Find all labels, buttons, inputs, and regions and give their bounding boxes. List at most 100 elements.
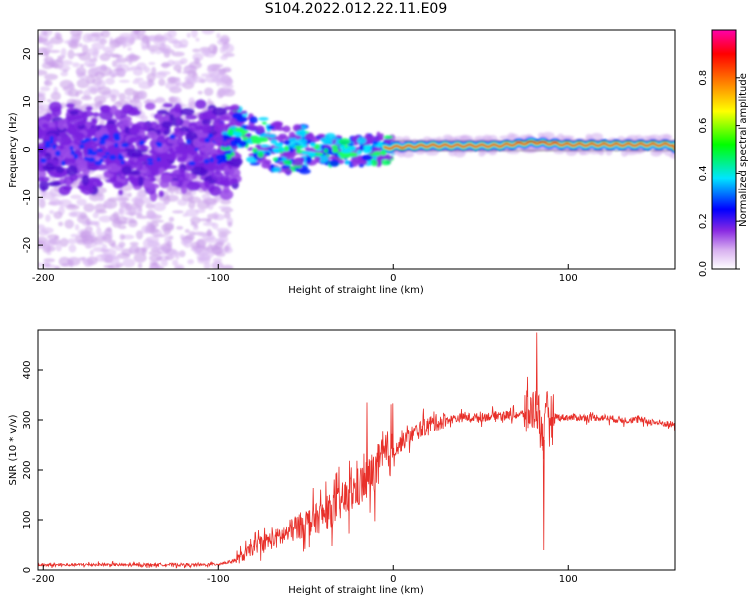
- noise-blob: [193, 223, 198, 228]
- snr-panel: -200 -100 0 100 0 100 200 300 400 Height of str…: [8, 329, 676, 596]
- noise-blob: [72, 100, 82, 106]
- halo-blob: [648, 134, 661, 141]
- energy-blob: [66, 165, 78, 177]
- energy-blob: [374, 151, 381, 157]
- energy-blob: [138, 176, 144, 187]
- noise-blob: [129, 248, 135, 253]
- noise-blob: [97, 86, 111, 96]
- energy-blob: [267, 134, 277, 139]
- noise-blob: [148, 61, 156, 66]
- noise-blob: [67, 88, 79, 98]
- energy-blob: [118, 189, 124, 196]
- noise-blob: [102, 233, 113, 243]
- noise-blob: [215, 252, 226, 257]
- noise-blob: [87, 47, 100, 56]
- noise-blob: [175, 266, 183, 269]
- energy-blob: [135, 160, 143, 171]
- bottom-y-axis-label: SNR (10 * v/v): [8, 414, 19, 485]
- energy-blob: [129, 169, 142, 176]
- energy-blob: [223, 142, 228, 148]
- noise-blob: [98, 100, 103, 107]
- noise-blob: [83, 203, 95, 213]
- energy-blob: [94, 164, 110, 171]
- noise-blob: [147, 45, 161, 52]
- noise-blob: [202, 221, 216, 227]
- energy-blob: [272, 157, 279, 162]
- noise-blob: [151, 219, 165, 223]
- x-tick-label: 0: [390, 574, 396, 585]
- noise-blob: [110, 242, 117, 249]
- halo-blob: [541, 131, 555, 140]
- energy-blob: [249, 116, 258, 124]
- noise-blob: [86, 256, 98, 266]
- noise-blob: [156, 96, 165, 104]
- noise-blob: [76, 68, 82, 79]
- energy-blob: [288, 137, 298, 145]
- noise-blob: [38, 198, 46, 209]
- energy-blob: [219, 189, 234, 200]
- noise-blob: [87, 85, 101, 93]
- noise-blob: [53, 211, 63, 219]
- noise-blob: [143, 66, 151, 73]
- noise-blob: [122, 40, 127, 49]
- colorbar-tick-label: 0.4: [698, 165, 709, 181]
- energy-blob: [215, 154, 227, 161]
- energy-blob: [295, 138, 308, 145]
- energy-blob: [278, 133, 287, 139]
- energy-blob: [57, 119, 66, 130]
- energy-blob: [170, 180, 179, 187]
- energy-blob: [173, 126, 182, 134]
- energy-blob: [304, 132, 315, 141]
- energy-blob: [380, 149, 387, 156]
- noise-blob: [161, 61, 170, 69]
- noise-blob: [58, 221, 64, 227]
- energy-blob: [298, 168, 311, 175]
- noise-blob: [42, 241, 50, 251]
- noise-blob: [135, 230, 144, 240]
- energy-blob: [73, 145, 80, 150]
- energy-blob: [301, 151, 313, 155]
- energy-blob: [113, 142, 119, 149]
- noise-blob: [108, 71, 119, 78]
- energy-blob: [282, 159, 292, 165]
- noise-blob: [76, 198, 87, 206]
- noise-blob: [143, 99, 157, 105]
- energy-blob: [41, 123, 50, 129]
- energy-blob: [113, 181, 124, 189]
- x-tick-label: 0: [390, 273, 396, 284]
- colorbar-label: Normalized spectral amplitude: [738, 73, 749, 227]
- noise-blob: [154, 72, 167, 79]
- energy-blob: [102, 133, 110, 140]
- energy-blob: [204, 137, 211, 142]
- energy-blob: [374, 136, 384, 142]
- y-tick-label: 20: [22, 48, 33, 61]
- noise-blob: [134, 77, 144, 82]
- top-x-axis-label: Height of straight line (km): [288, 285, 424, 296]
- energy-blob: [241, 110, 248, 114]
- energy-blob: [198, 112, 208, 121]
- halo-blob: [402, 150, 415, 158]
- noise-blob: [54, 265, 61, 269]
- noise-blob: [94, 71, 105, 80]
- energy-blob: [221, 131, 229, 136]
- halo-blob: [478, 150, 486, 157]
- noise-blob: [203, 87, 214, 96]
- energy-blob: [340, 148, 352, 154]
- energy-blob: [380, 159, 392, 166]
- noise-blob: [201, 48, 211, 57]
- energy-blob: [194, 99, 207, 110]
- energy-blob: [158, 190, 165, 198]
- energy-blob: [86, 148, 94, 152]
- noise-blob: [204, 236, 219, 244]
- noise-blob: [74, 224, 80, 231]
- noise-blob: [124, 87, 135, 96]
- y-tick-label: 0: [22, 146, 33, 152]
- halo-blob: [459, 134, 471, 142]
- noise-blob: [179, 234, 185, 240]
- noise-blob: [42, 30, 48, 35]
- noise-blob: [122, 36, 135, 43]
- noise-blob: [176, 225, 184, 230]
- noise-blob: [118, 208, 124, 214]
- noise-blob: [89, 249, 94, 256]
- noise-blob: [127, 47, 132, 51]
